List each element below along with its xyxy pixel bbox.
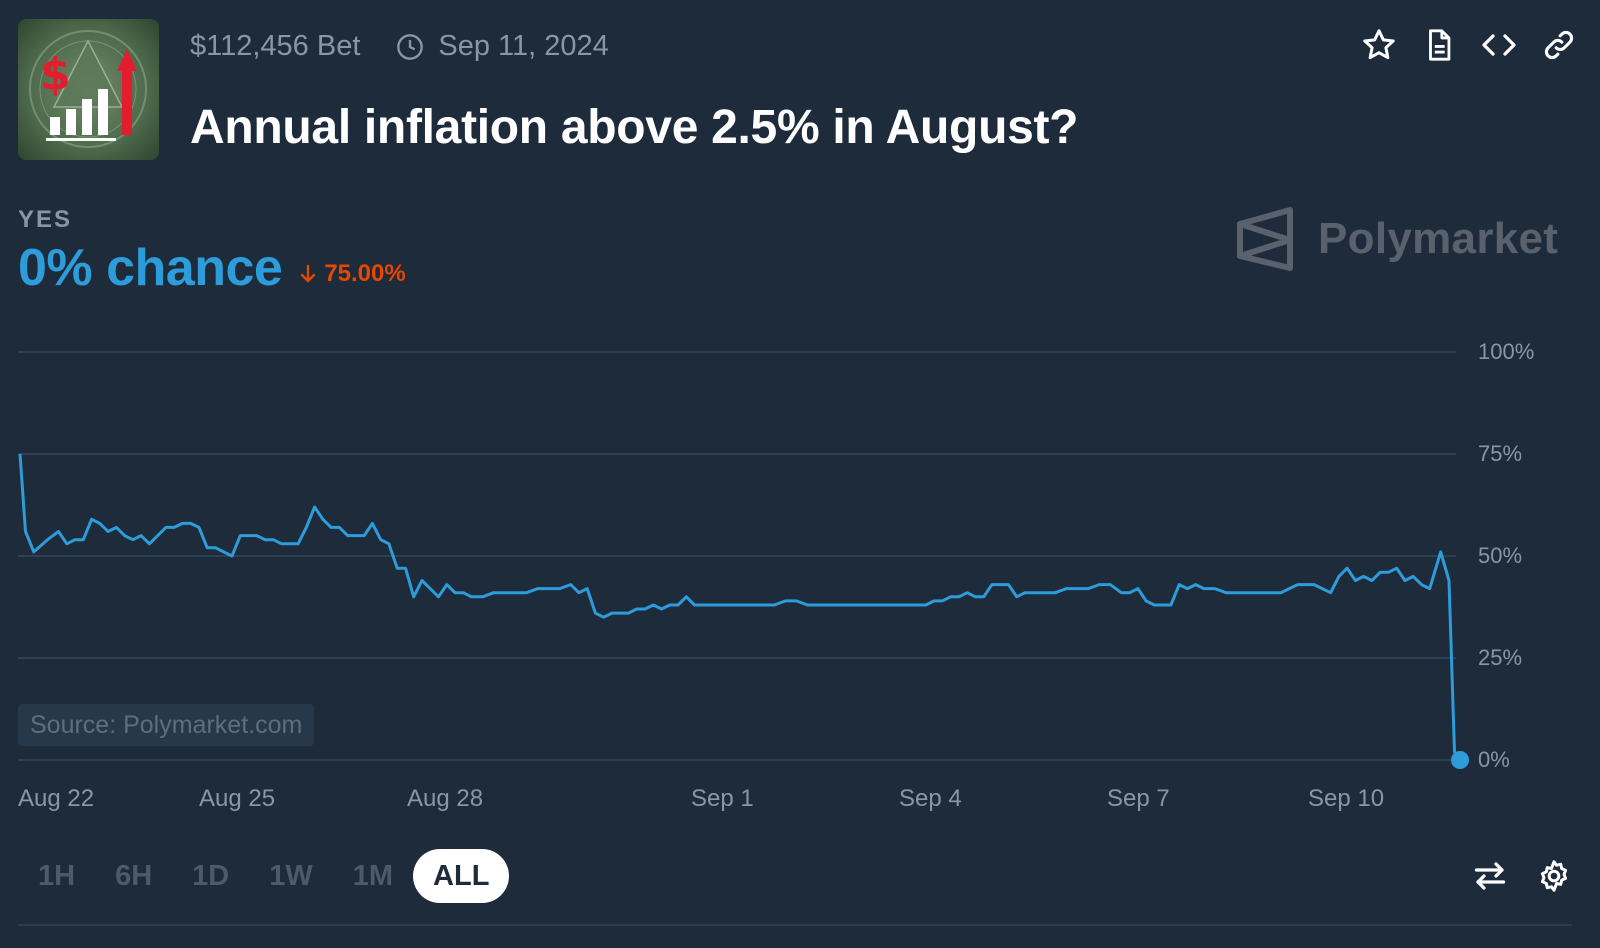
current-point[interactable] — [1451, 751, 1469, 769]
market-title: Annual inflation above 2.5% in August? — [190, 101, 1079, 154]
settings-icon[interactable] — [1534, 856, 1574, 896]
x-tick-label: Sep 10 — [1308, 785, 1385, 812]
x-tick-label: Sep 4 — [899, 785, 962, 812]
chart-controls — [1470, 856, 1574, 896]
range-1h[interactable]: 1H — [38, 859, 76, 892]
range-1d[interactable]: 1D — [192, 859, 230, 892]
range-1m[interactable]: 1M — [352, 859, 394, 892]
outcome-label: YES — [18, 206, 73, 233]
arrow-down-icon — [301, 264, 316, 283]
brand-name: Polymarket — [1318, 214, 1559, 263]
change-value: 75.00% — [324, 260, 406, 287]
polymarket-logo-icon — [1237, 207, 1293, 271]
date-text: Sep 11, 2024 — [438, 30, 609, 62]
volume-text: $112,456 Bet — [190, 30, 361, 62]
svg-text:$: $ — [40, 49, 71, 100]
source-badge: Source: Polymarket.com — [18, 704, 315, 746]
star-icon[interactable] — [1360, 26, 1398, 64]
swap-icon[interactable] — [1470, 856, 1510, 896]
time-range-selector: 1H 6H 1D 1W 1M ALL — [18, 849, 510, 903]
series-line — [18, 453, 1462, 761]
bottom-divider — [18, 924, 1572, 926]
y-tick-label: 75% — [1478, 441, 1523, 466]
action-toolbar — [1360, 26, 1578, 64]
range-1w[interactable]: 1W — [269, 859, 313, 892]
x-tick-label: Sep 7 — [1107, 785, 1170, 812]
range-all[interactable]: ALL — [413, 849, 510, 903]
x-tick-label: Sep 1 — [691, 785, 754, 812]
end-date: Sep 11, 2024 — [396, 30, 609, 63]
y-tick-label: 100% — [1478, 339, 1535, 364]
chance-row: 0% chance 75.00% — [18, 238, 406, 298]
range-6h[interactable]: 6H — [115, 859, 153, 892]
link-icon[interactable] — [1540, 26, 1578, 64]
market-meta: $112,456 Bet Sep 11, 2024 — [190, 30, 609, 63]
document-icon[interactable] — [1420, 26, 1458, 64]
clock-icon — [397, 33, 424, 60]
price-chart[interactable] — [0, 330, 1600, 790]
code-icon[interactable] — [1480, 26, 1518, 64]
y-tick-label: 0% — [1478, 747, 1510, 772]
brand-logo: Polymarket — [1236, 206, 1558, 272]
x-tick-label: Aug 25 — [199, 785, 276, 812]
x-tick-label: Aug 28 — [407, 785, 484, 812]
chance-value: 0% chance — [18, 239, 283, 297]
x-tick-label: Aug 22 — [18, 785, 95, 812]
change-indicator: 75.00% — [298, 260, 406, 288]
y-tick-label: 25% — [1478, 645, 1523, 670]
market-thumbnail: $ — [18, 19, 159, 160]
y-tick-label: 50% — [1478, 543, 1523, 568]
